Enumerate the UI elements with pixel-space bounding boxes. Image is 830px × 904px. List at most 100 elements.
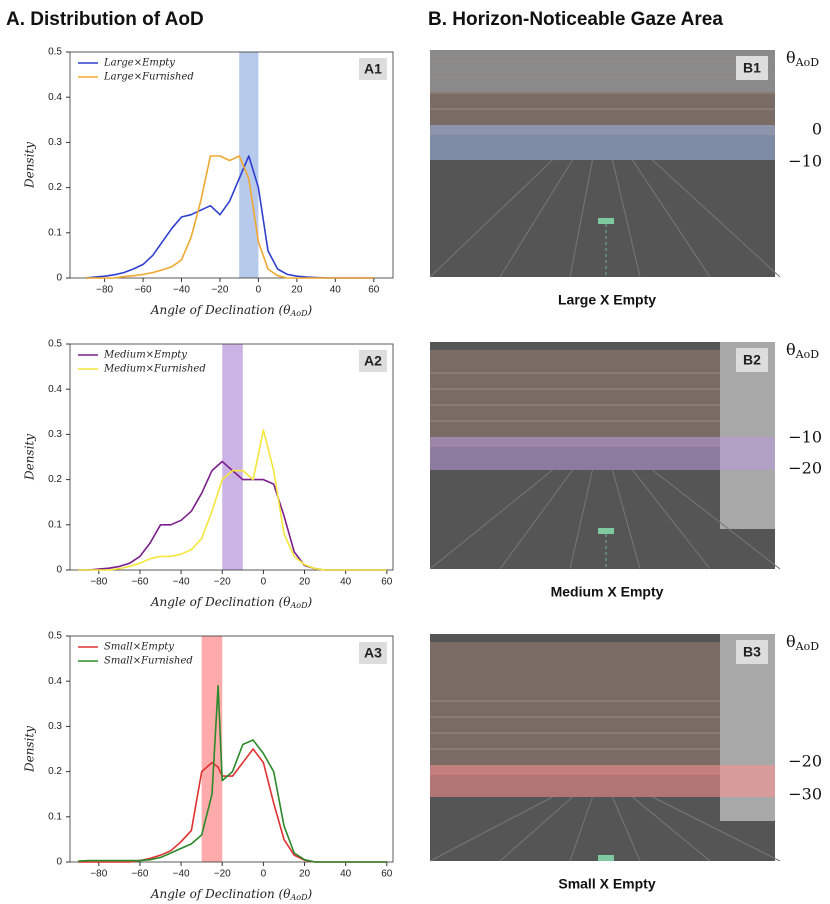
y-tick-label: 0.1	[48, 519, 62, 530]
plot-frame	[69, 635, 394, 863]
y-tick-label: 0.2	[48, 182, 62, 193]
floor-line	[499, 796, 573, 862]
x-tick-label: 60	[381, 869, 393, 880]
x-tick-label: 40	[340, 577, 352, 588]
x-tick-label: −60	[131, 577, 148, 588]
y-tick-label: 0.5	[48, 631, 62, 642]
panel-tag-bg	[736, 56, 768, 80]
theta: θ	[786, 48, 796, 67]
y-tick-label: 0.3	[48, 429, 62, 440]
band	[239, 52, 259, 278]
theta: θ	[786, 340, 796, 359]
y-tick-label: 0.1	[48, 811, 62, 822]
x-tick-label: 60	[381, 577, 393, 588]
panel-tag: A2	[364, 353, 382, 369]
floor-line	[569, 796, 593, 862]
x-axis-label: Angle of Declination (θAoD)	[150, 595, 313, 611]
x-axis-label-sub: AoD	[289, 309, 308, 318]
x-tick-label: −80	[90, 577, 107, 588]
x-tick-label: 20	[291, 285, 303, 296]
y-tick-label: 0.3	[48, 721, 62, 732]
theta-label: θAoD	[786, 48, 819, 70]
x-axis-label-text: Angle of Declination (θ	[150, 887, 291, 901]
x-axis-label: Angle of Declination (θAoD)	[150, 887, 313, 903]
floor-line	[499, 469, 573, 570]
theta-sub: AoD	[795, 56, 820, 69]
floor-line	[652, 796, 781, 862]
legend-label: Large×Furnished	[103, 72, 194, 83]
x-tick-label: −60	[131, 869, 148, 880]
legend-label: Medium×Furnished	[103, 364, 206, 375]
floor-line	[612, 796, 641, 862]
x-axis-label-sub: AoD	[289, 601, 308, 610]
x-axis-label-end: )	[306, 887, 312, 901]
legend-label: Medium×Empty	[103, 350, 187, 361]
angle-label: −10	[788, 428, 822, 447]
panel-tag: B1	[743, 60, 761, 76]
floor-line	[429, 159, 553, 278]
y-axis-label: Density	[23, 142, 37, 189]
floor-line	[429, 796, 553, 862]
floor-line	[652, 159, 781, 278]
panel-tag-bg	[359, 350, 387, 372]
legend-label: Small×Empty	[104, 642, 174, 653]
floor-line	[652, 469, 781, 570]
x-tick-label: −60	[135, 285, 152, 296]
caption: Small X Empty	[558, 876, 655, 892]
scene-ceiling	[430, 50, 775, 92]
x-tick-label: 0	[261, 577, 267, 588]
x-axis-label-end: )	[306, 303, 312, 317]
legend-label: Large×Empty	[103, 58, 175, 69]
caption: Medium X Empty	[551, 584, 664, 600]
x-axis-label-text: Angle of Declination (θ	[150, 303, 291, 317]
aod-band	[430, 765, 775, 797]
scene-wall	[430, 642, 720, 775]
floor-line	[429, 469, 553, 570]
x-tick-label: 60	[368, 285, 380, 296]
y-tick-label: 0.5	[48, 47, 62, 58]
x-tick-label: −80	[96, 285, 113, 296]
legend-label: Small×Furnished	[104, 656, 193, 667]
band	[222, 344, 243, 570]
aod-band	[430, 437, 775, 470]
x-axis-label-text: Angle of Declination (θ	[150, 595, 291, 609]
heading: A. Distribution of AoD	[6, 9, 204, 30]
y-tick-label: 0.4	[48, 676, 62, 687]
x-tick-label: 0	[261, 869, 267, 880]
density-line	[85, 155, 374, 279]
x-tick-label: −40	[173, 285, 190, 296]
y-tick-label: 0	[56, 565, 62, 576]
theta-label: θAoD	[786, 632, 819, 654]
density-line	[78, 748, 387, 863]
x-axis-label-end: )	[306, 595, 312, 609]
x-tick-label: 0	[256, 285, 262, 296]
panel-tag: B2	[743, 352, 761, 368]
marker	[598, 528, 614, 534]
floor-line	[569, 469, 593, 570]
y-tick-label: 0.5	[48, 339, 62, 350]
floor-line	[569, 159, 593, 278]
theta-sub: AoD	[795, 640, 820, 653]
x-tick-label: −40	[173, 577, 190, 588]
scene-side	[720, 342, 775, 529]
x-axis-label: Angle of Declination (θAoD)	[150, 303, 313, 319]
heading: B. Horizon-Noticeable Gaze Area	[428, 9, 723, 30]
x-tick-label: 20	[299, 577, 311, 588]
y-tick-label: 0.1	[48, 227, 62, 238]
x-tick-label: −20	[211, 285, 228, 296]
density-line	[85, 155, 374, 279]
panel-tag-bg	[359, 642, 387, 664]
x-tick-label: 40	[340, 869, 352, 880]
caption: Large X Empty	[558, 292, 656, 308]
plot-frame	[69, 51, 394, 279]
panel-tag: A1	[364, 61, 382, 77]
panel-tag-bg	[359, 58, 387, 80]
angle-label: 0	[812, 120, 822, 139]
angle-label: −10	[788, 152, 822, 171]
density-line	[78, 429, 387, 571]
plot-frame	[69, 343, 394, 571]
floor-line	[499, 159, 573, 278]
band	[201, 636, 223, 862]
x-tick-label: −20	[214, 869, 231, 880]
